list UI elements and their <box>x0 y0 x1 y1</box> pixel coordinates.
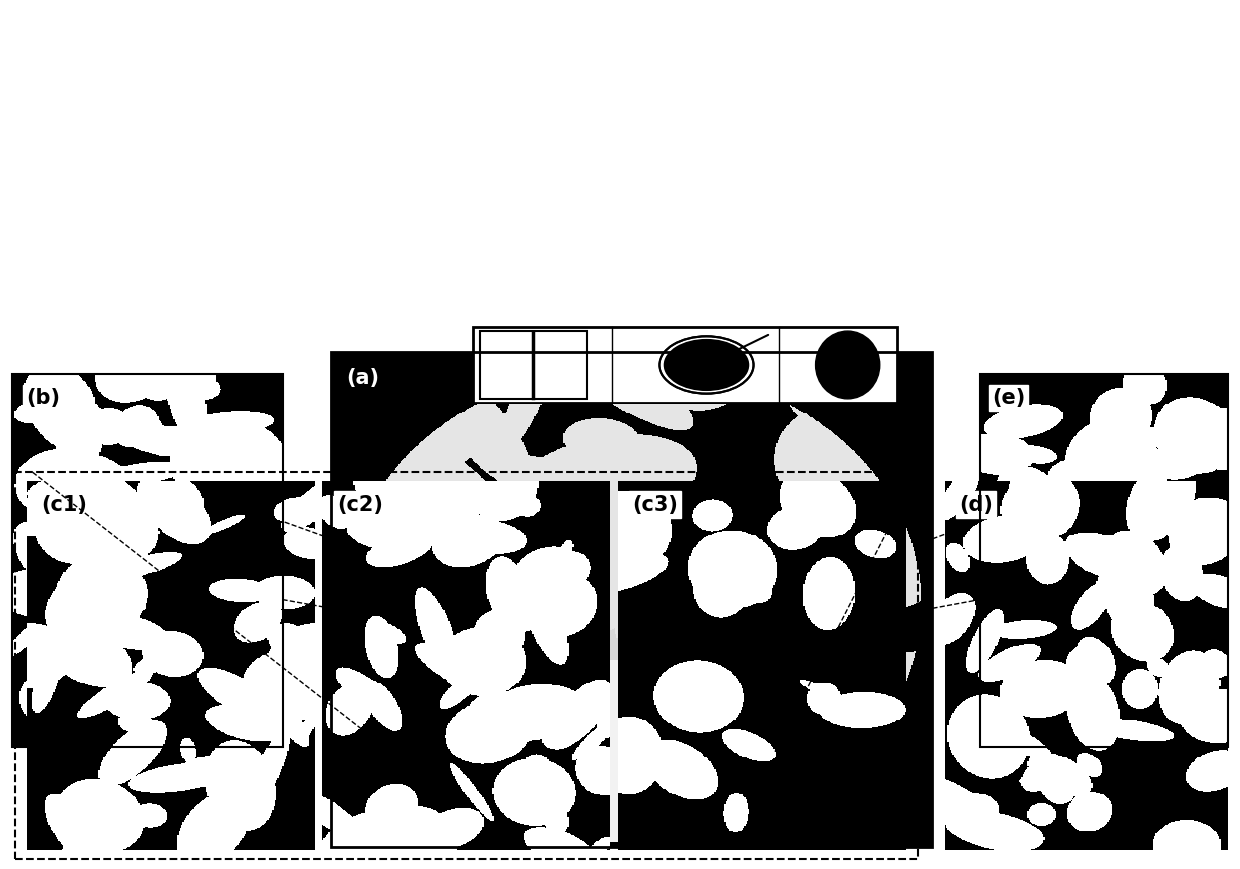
Bar <box>480 331 587 399</box>
Text: (a): (a) <box>346 368 379 388</box>
Text: (b): (b) <box>26 388 60 408</box>
Text: 1 mm: 1 mm <box>409 637 441 647</box>
Circle shape <box>663 339 749 391</box>
Text: (c2): (c2) <box>337 494 383 514</box>
Text: (c1): (c1) <box>42 494 88 514</box>
Text: (c3): (c3) <box>632 494 678 514</box>
Circle shape <box>660 336 754 394</box>
Text: (e): (e) <box>992 388 1025 408</box>
Text: (d): (d) <box>959 494 993 514</box>
Ellipse shape <box>816 331 879 399</box>
